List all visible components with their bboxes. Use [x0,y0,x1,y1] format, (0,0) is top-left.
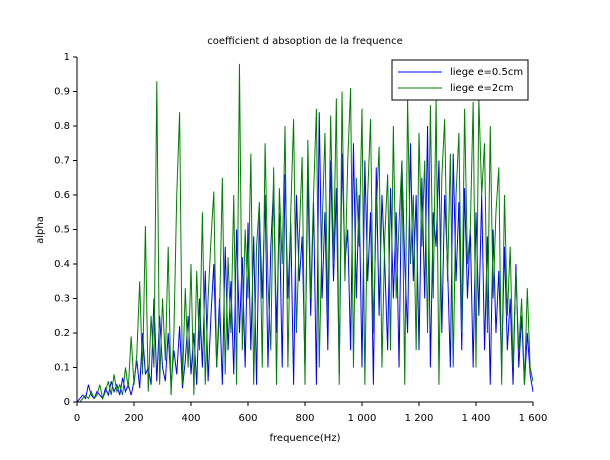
y-tick-label: 0.7 [54,156,70,167]
y-tick-label: 0.3 [54,294,70,305]
y-tick-label: 0.4 [54,259,70,270]
y-tick-label: 0 [64,397,70,408]
legend-label: liege e=2cm [450,83,514,94]
y-axis-label: alpha [35,216,46,244]
legend-label: liege e=0.5cm [450,67,523,78]
x-tick-label: 0 [74,413,80,424]
x-tick-label: 1 600 [519,413,548,424]
chart-title: coefficient d absoption de la frequence [207,36,402,47]
x-tick-label: 400 [181,413,200,424]
y-tick-label: 0.2 [54,328,70,339]
y-tick-label: 0.6 [54,190,70,201]
y-tick-label: 1 [64,52,70,63]
legend-box [391,59,529,101]
x-tick-label: 1 400 [462,413,491,424]
y-tick-label: 0.9 [54,87,70,98]
y-tick-label: 0.1 [54,363,70,374]
x-axis-label: frequence(Hz) [270,433,341,444]
x-tick-label: 600 [238,413,257,424]
series-line [77,63,534,403]
x-tick-label: 200 [124,413,143,424]
x-tick-label: 1 200 [405,413,434,424]
y-tick-label: 0.5 [54,225,70,236]
x-tick-label: 1 000 [348,413,377,424]
y-tick-label: 0.8 [54,121,70,132]
x-tick-label: 800 [295,413,314,424]
